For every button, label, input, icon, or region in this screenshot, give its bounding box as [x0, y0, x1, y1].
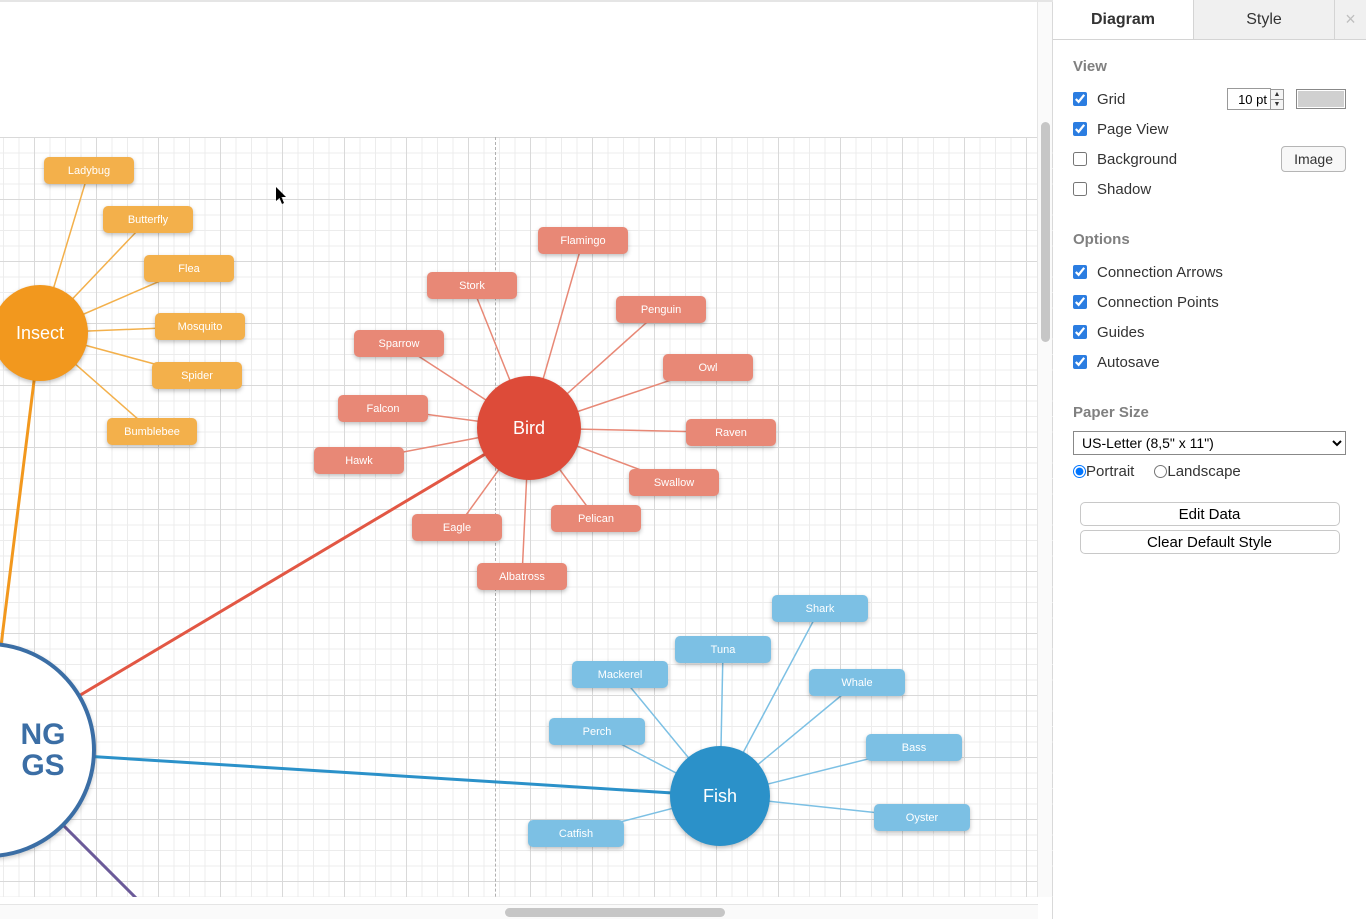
tab-style[interactable]: Style — [1193, 0, 1334, 39]
stepper-down-icon[interactable]: ▼ — [1270, 99, 1284, 110]
leaf-tuna[interactable]: Tuna — [675, 636, 771, 663]
mouse-cursor — [275, 187, 289, 205]
close-icon: × — [1345, 9, 1356, 30]
connection_points-checkbox[interactable] — [1073, 295, 1087, 309]
edit-data-button[interactable]: Edit Data — [1080, 502, 1340, 526]
grid-checkbox[interactable] — [1073, 92, 1087, 106]
leaf-oyster[interactable]: Oyster — [874, 804, 970, 831]
hub-fish[interactable]: Fish — [670, 746, 770, 846]
leaf-bass[interactable]: Bass — [866, 734, 962, 761]
sidebar-tabs: Diagram Style × — [1053, 0, 1366, 40]
view-heading: View — [1073, 58, 1346, 75]
leaf-shark[interactable]: Shark — [772, 595, 868, 622]
connection_arrows-label[interactable]: Connection Arrows — [1097, 264, 1223, 281]
format-sidebar: Diagram Style × View Grid ▲ ▼ — [1053, 0, 1366, 919]
leaf-swallow[interactable]: Swallow — [629, 469, 719, 496]
horizontal-scrollbar[interactable] — [0, 904, 1038, 919]
leaf-whale[interactable]: Whale — [809, 669, 905, 696]
guides-label[interactable]: Guides — [1097, 324, 1145, 341]
canvas-viewport[interactable]: InsectLadybugButterflyFleaMosquitoSpider… — [0, 2, 1053, 897]
background-checkbox[interactable] — [1073, 152, 1087, 166]
leaf-catfish[interactable]: Catfish — [528, 820, 624, 847]
grid-size-stepper[interactable]: ▲ ▼ — [1270, 89, 1284, 110]
shadow-label[interactable]: Shadow — [1097, 181, 1151, 198]
vertical-scrollbar[interactable] — [1037, 2, 1052, 897]
leaf-hawk[interactable]: Hawk — [314, 447, 404, 474]
background-image-button[interactable]: Image — [1281, 146, 1346, 172]
portrait-label[interactable]: Portrait — [1086, 463, 1134, 480]
leaf-owl[interactable]: Owl — [663, 354, 753, 381]
grid-label[interactable]: Grid — [1097, 91, 1125, 108]
clear-default-style-button[interactable]: Clear Default Style — [1080, 530, 1340, 554]
portrait-radio[interactable] — [1073, 465, 1086, 478]
background-label[interactable]: Background — [1097, 151, 1177, 168]
paper-size-select[interactable]: US-Letter (8,5" x 11") — [1073, 431, 1346, 455]
shadow-checkbox[interactable] — [1073, 182, 1087, 196]
tab-diagram[interactable]: Diagram — [1053, 0, 1193, 39]
autosave-label[interactable]: Autosave — [1097, 354, 1160, 371]
page-view-checkbox[interactable] — [1073, 122, 1087, 136]
hub-bird[interactable]: Bird — [477, 376, 581, 480]
leaf-spider[interactable]: Spider — [152, 362, 242, 389]
leaf-flamingo[interactable]: Flamingo — [538, 227, 628, 254]
options-heading: Options — [1073, 231, 1346, 248]
leaf-eagle[interactable]: Eagle — [412, 514, 502, 541]
leaf-butterfly[interactable]: Butterfly — [103, 206, 193, 233]
landscape-radio[interactable] — [1154, 465, 1167, 478]
connection_points-label[interactable]: Connection Points — [1097, 294, 1219, 311]
guides-checkbox[interactable] — [1073, 325, 1087, 339]
leaf-ladybug[interactable]: Ladybug — [44, 157, 134, 184]
leaf-mackerel[interactable]: Mackerel — [572, 661, 668, 688]
leaf-falcon[interactable]: Falcon — [338, 395, 428, 422]
close-sidebar-button[interactable]: × — [1334, 0, 1366, 39]
leaf-raven[interactable]: Raven — [686, 419, 776, 446]
leaf-penguin[interactable]: Penguin — [616, 296, 706, 323]
paper-size-section: Paper Size US-Letter (8,5" x 11") Portra… — [1053, 386, 1366, 488]
autosave-checkbox[interactable] — [1073, 355, 1087, 369]
leaf-perch[interactable]: Perch — [549, 718, 645, 745]
leaf-sparrow[interactable]: Sparrow — [354, 330, 444, 357]
canvas-grid — [0, 137, 1053, 897]
connection_arrows-checkbox[interactable] — [1073, 265, 1087, 279]
leaf-flea[interactable]: Flea — [144, 255, 234, 282]
leaf-albatross[interactable]: Albatross — [477, 563, 567, 590]
grid-size-input[interactable] — [1227, 88, 1271, 110]
grid-color-swatch[interactable] — [1296, 89, 1346, 109]
leaf-bumblebee[interactable]: Bumblebee — [107, 418, 197, 445]
options-section: Options Connection Arrows Connection Poin… — [1053, 213, 1366, 386]
horizontal-scrollbar-thumb[interactable] — [505, 908, 725, 917]
leaf-pelican[interactable]: Pelican — [551, 505, 641, 532]
leaf-mosquito[interactable]: Mosquito — [155, 313, 245, 340]
paper-size-heading: Paper Size — [1073, 404, 1346, 421]
leaf-stork[interactable]: Stork — [427, 272, 517, 299]
vertical-scrollbar-thumb[interactable] — [1041, 122, 1050, 342]
page-view-label[interactable]: Page View — [1097, 121, 1168, 138]
diagram-canvas[interactable]: InsectLadybugButterflyFleaMosquitoSpider… — [0, 0, 1053, 919]
view-section: View Grid ▲ ▼ Page View — [1053, 40, 1366, 213]
landscape-label[interactable]: Landscape — [1167, 463, 1240, 480]
